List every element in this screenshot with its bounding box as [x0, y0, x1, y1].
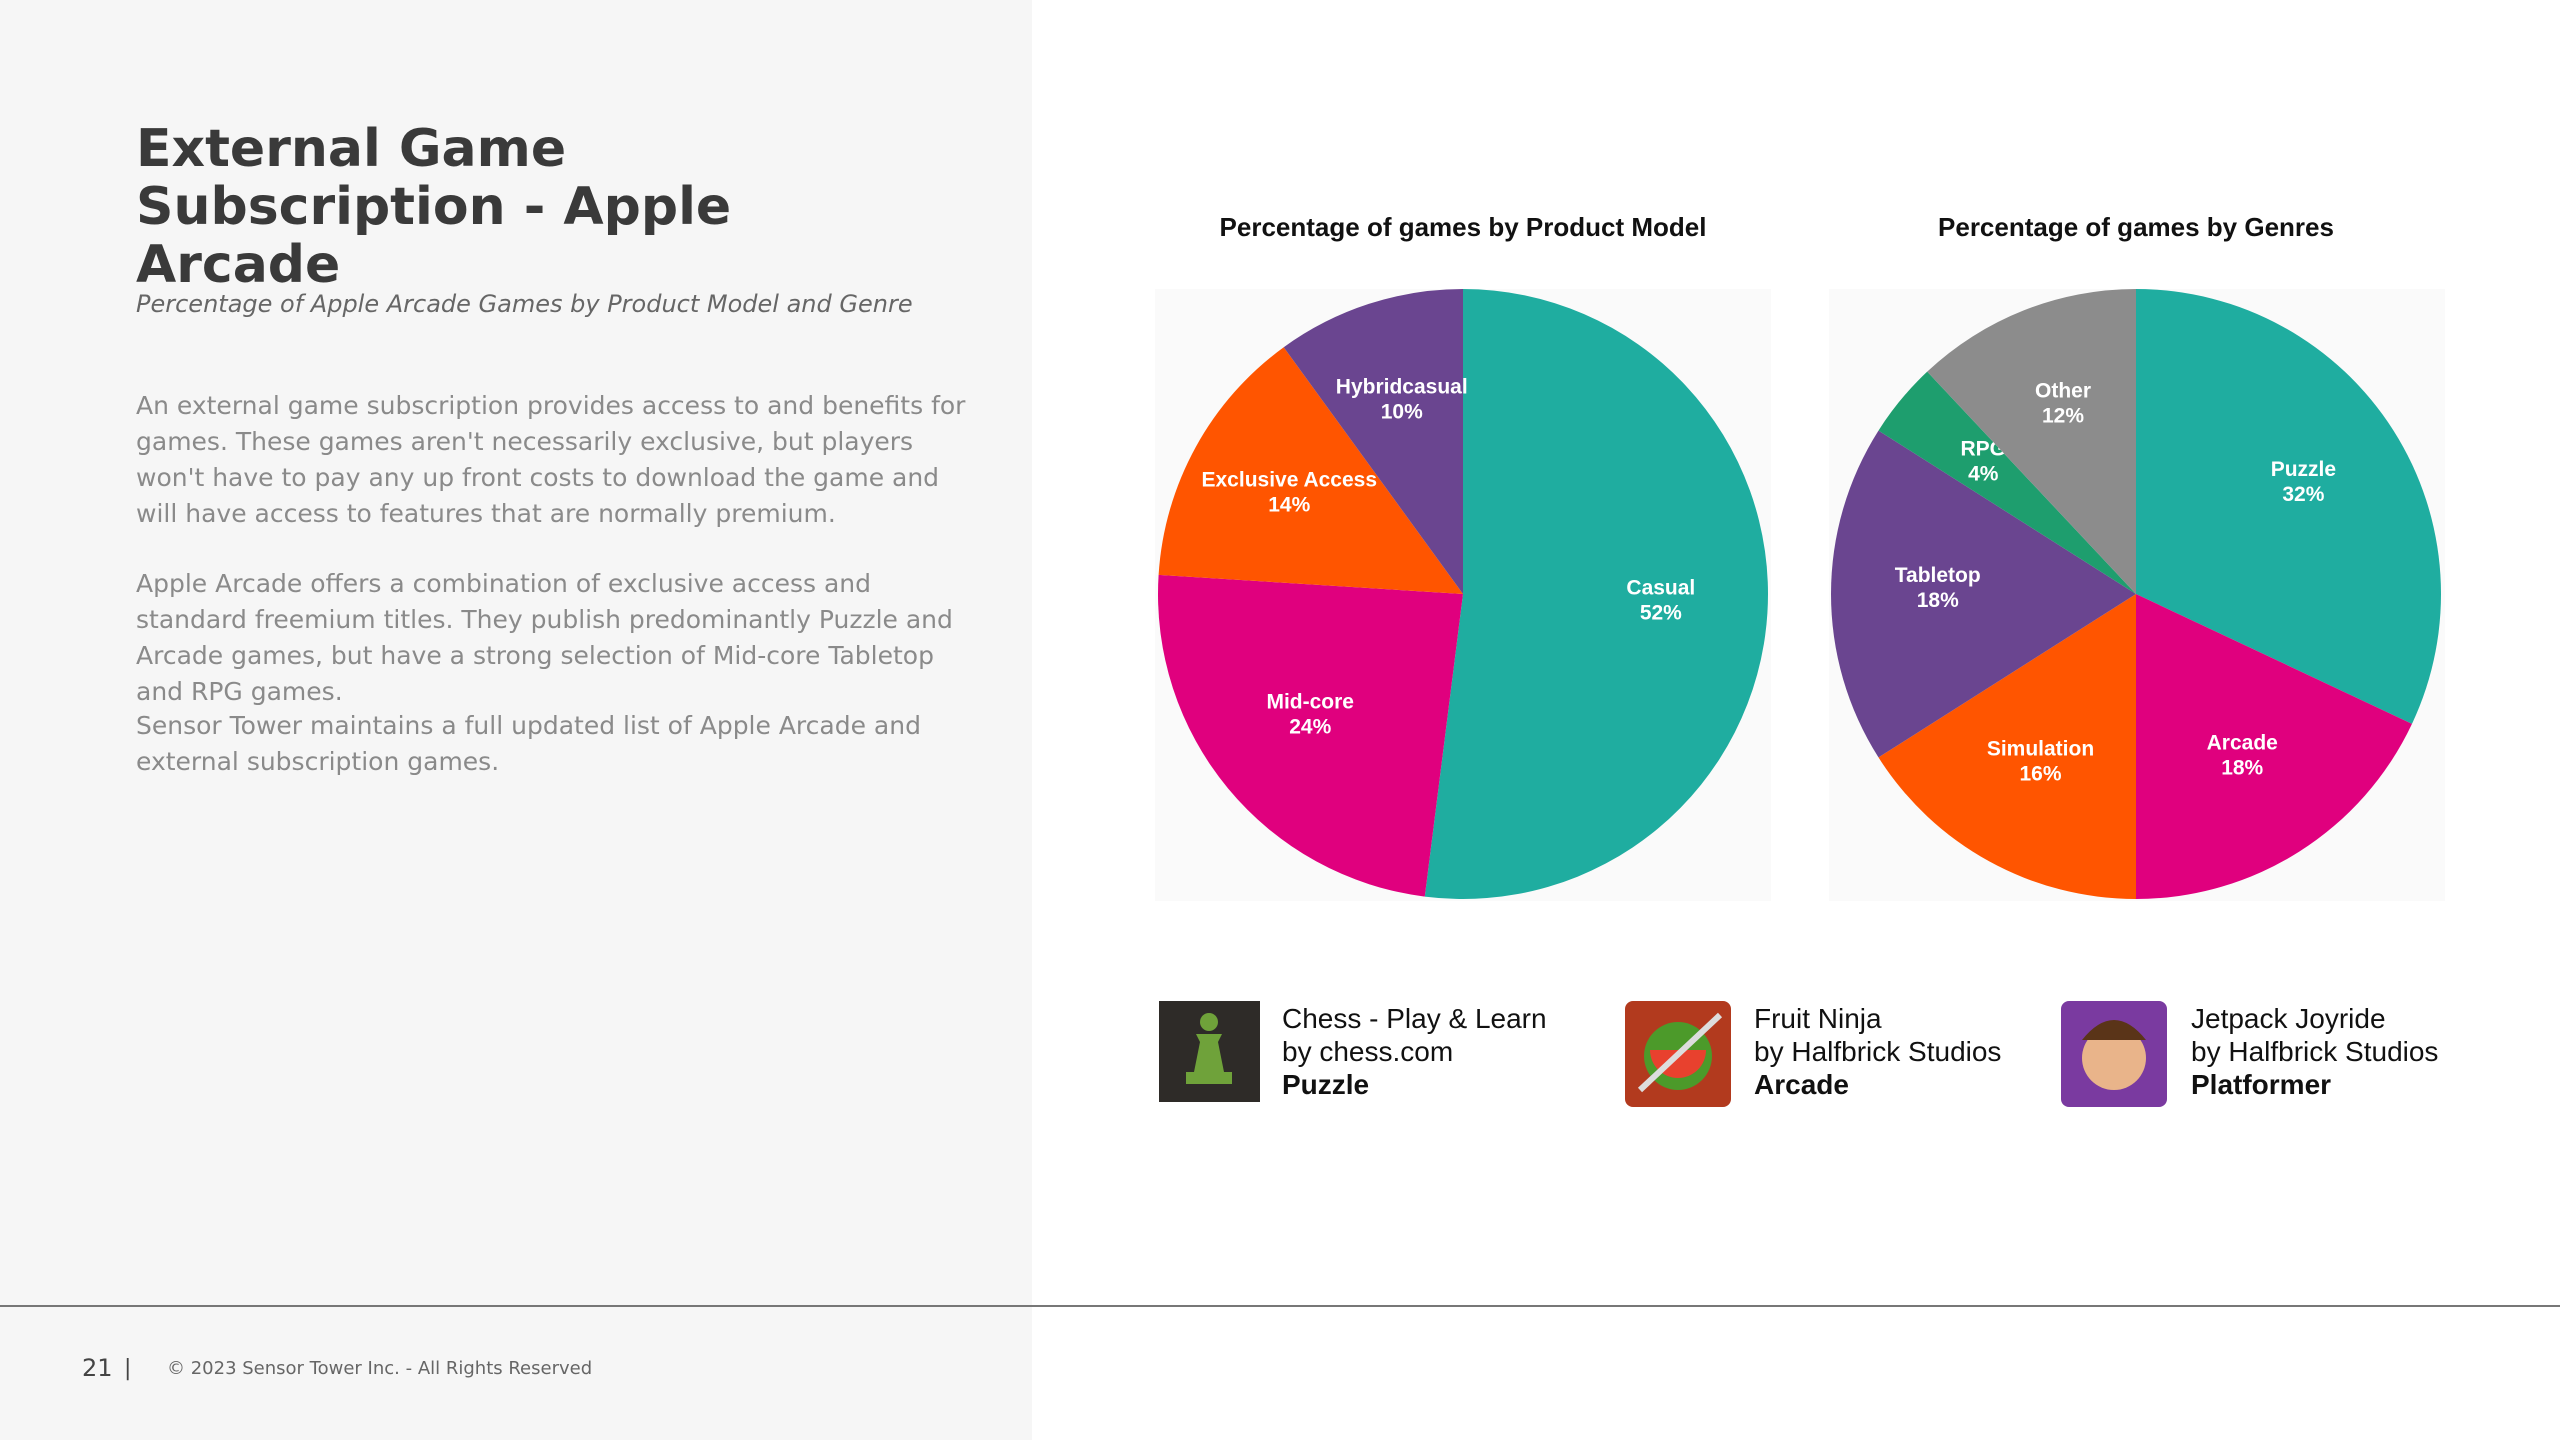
- game-genre: Arcade: [1754, 1069, 1849, 1100]
- pie-slice: [1831, 430, 2136, 758]
- slice-value: 14%: [1268, 493, 1310, 516]
- pie-slice: [1158, 574, 1463, 897]
- game-name: Fruit Ninja: [1754, 1003, 1882, 1034]
- slice-value: 16%: [2019, 763, 2061, 786]
- separator: |: [124, 1356, 132, 1381]
- pie-slice: [2136, 594, 2412, 899]
- slice-label: Mid-core: [1266, 690, 1354, 713]
- footer-rule: [0, 1305, 2560, 1307]
- slice-value: 24%: [1289, 715, 1331, 738]
- slice-label: Hybridcasual: [1336, 375, 1468, 398]
- slice-label: Tabletop: [1895, 564, 1981, 587]
- left-panel: [0, 0, 1032, 1440]
- pie-slice: [1283, 289, 1463, 594]
- slice-label: Simulation: [1987, 738, 2094, 761]
- pie-slice: [2136, 289, 2441, 724]
- paragraph: An external game subscription provides a…: [136, 391, 966, 528]
- chart-title: Percentage of games by Genres: [1938, 212, 2334, 242]
- slice-label: Puzzle: [2271, 458, 2336, 481]
- slice-label: Exclusive Access: [1202, 468, 1378, 491]
- fruit-ninja-icon: [1625, 1001, 1731, 1107]
- charts: Percentage of games by Product Model Casu…: [1158, 212, 2441, 1107]
- game-genre: Platformer: [2191, 1069, 2332, 1100]
- slice-value: 52%: [1640, 601, 1682, 624]
- game-developer: by chess.com: [1282, 1036, 1454, 1067]
- copyright: © 2023 Sensor Tower Inc. - All Rights Re…: [167, 1358, 593, 1379]
- game-developer: by Halfbrick Studios: [2191, 1036, 2439, 1067]
- slice-label: Other: [2035, 380, 2091, 403]
- slice-value: 18%: [2221, 756, 2263, 779]
- game-name: Chess - Play & Learn: [1282, 1003, 1547, 1034]
- pie-slice: [1927, 289, 2136, 594]
- title: External Game Subscription - Apple Arcad…: [136, 119, 732, 295]
- slice-value: 10%: [1381, 400, 1423, 423]
- pie-slice: [1878, 594, 2136, 900]
- game-developer: by Halfbrick Studios: [1754, 1036, 2002, 1067]
- page-number: 21: [82, 1354, 113, 1382]
- game-genre: Puzzle: [1282, 1069, 1370, 1100]
- subtitle: Percentage of Apple Arcade Games by Prod…: [136, 290, 913, 318]
- game-name: Jetpack Joyride: [2191, 1003, 2386, 1034]
- pie-slice: [1878, 371, 2136, 594]
- chess-icon: [1159, 1001, 1260, 1102]
- slice-value: 18%: [1917, 589, 1959, 612]
- pie-slice: [1424, 289, 1769, 899]
- chart-title: Percentage of games by Product Model: [1220, 212, 1707, 242]
- jetpack-icon: [2061, 1001, 2167, 1107]
- slice-label: Casual: [1626, 576, 1695, 599]
- slice-value: 32%: [2282, 483, 2324, 506]
- slice-value: 4%: [1968, 463, 1999, 486]
- paragraph: Apple Arcade offers a combination of exc…: [136, 569, 953, 706]
- pie-slice: [1158, 347, 1463, 594]
- paragraph: Sensor Tower maintains a full updated li…: [136, 711, 921, 776]
- slice-label: Arcade: [2207, 731, 2278, 754]
- slice-value: 12%: [2042, 405, 2084, 428]
